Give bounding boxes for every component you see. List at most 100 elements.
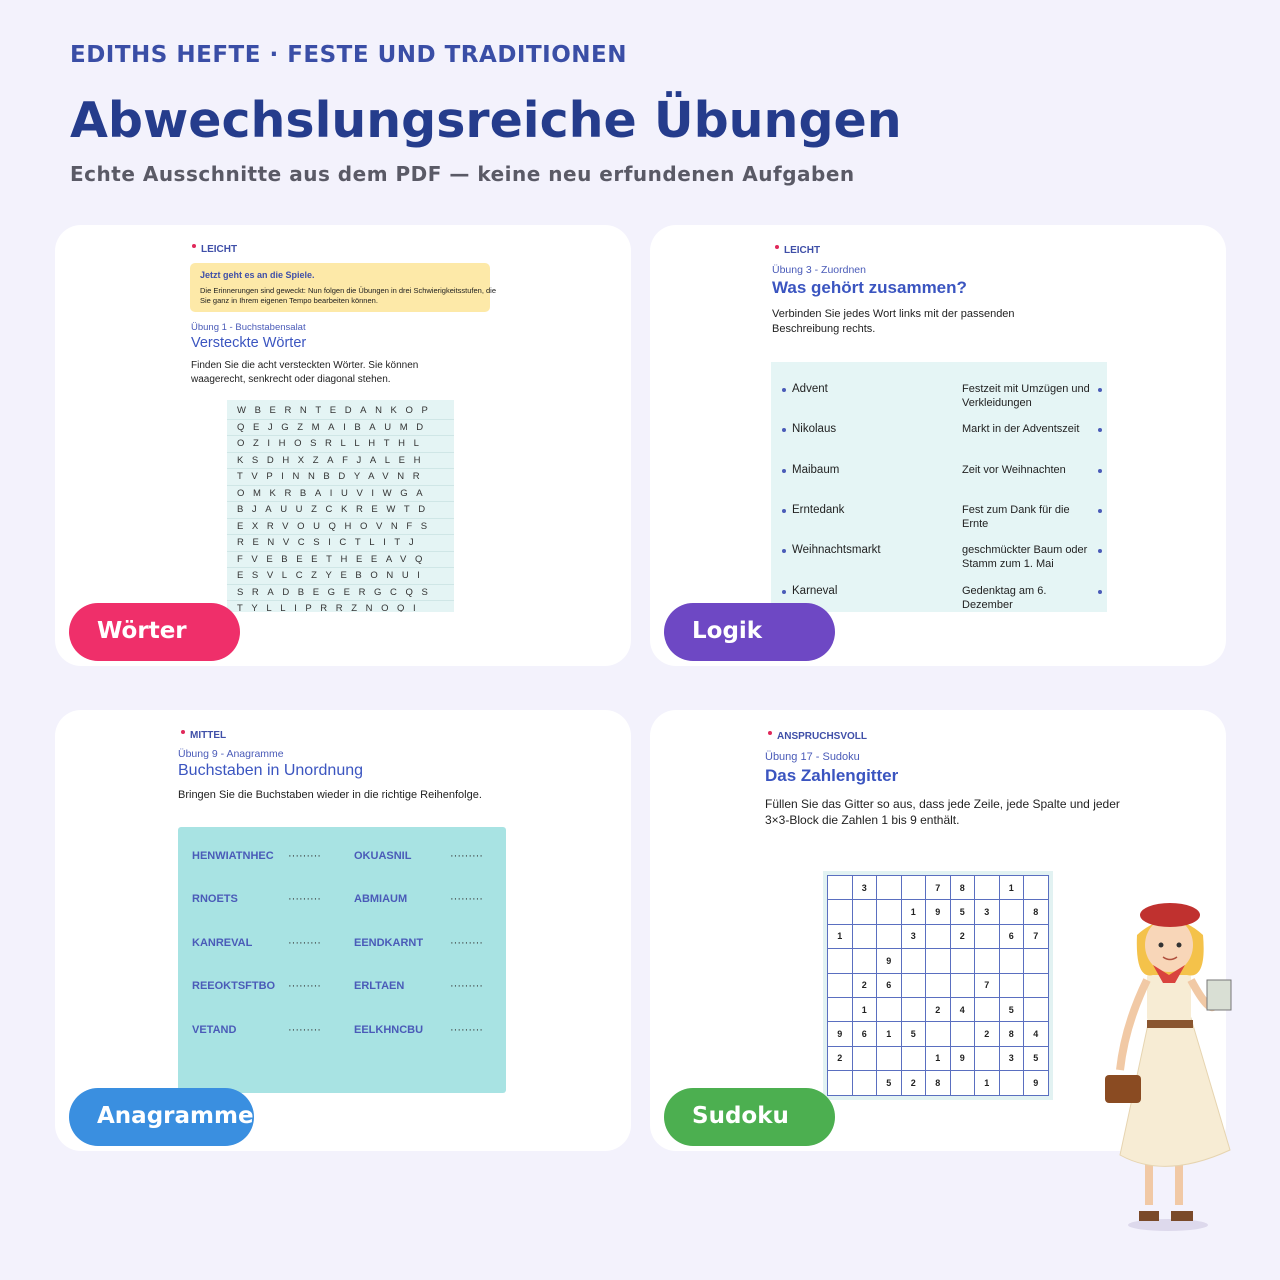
answer-blank: ········· bbox=[450, 850, 483, 862]
sudoku-cell bbox=[900, 996, 926, 1023]
sudoku-cell: 5 bbox=[1023, 1045, 1049, 1072]
exercise: Übung 17 - Sudoku bbox=[765, 751, 860, 763]
sudoku-cell bbox=[851, 1045, 877, 1072]
sudoku-cell: 9 bbox=[925, 899, 951, 925]
sudoku-cell bbox=[949, 972, 975, 998]
sudoku-cell: 5 bbox=[998, 996, 1024, 1023]
sudoku-cell: 6 bbox=[851, 1021, 877, 1047]
sudoku-cell bbox=[851, 948, 877, 974]
answer-blank: ········· bbox=[450, 893, 483, 906]
card: MITTEL Übung 9 - Anagramme Buchstaben in… bbox=[55, 710, 631, 1151]
grid-row: OMKRBAIUVIWGA bbox=[227, 486, 454, 502]
answer-blank: ········· bbox=[288, 936, 321, 949]
sudoku-cell bbox=[851, 923, 877, 950]
dot bbox=[782, 388, 786, 392]
sudoku-cell: 9 bbox=[876, 948, 902, 974]
sudoku-cell: 9 bbox=[949, 1045, 975, 1072]
level: MITTEL bbox=[181, 730, 226, 741]
sudoku-cell bbox=[876, 996, 902, 1023]
badge[interactable]: Sudoku bbox=[664, 1088, 835, 1146]
sudoku-cell: 1 bbox=[827, 923, 853, 950]
instructions: Bringen Sie die Buchstaben wieder in die… bbox=[178, 789, 482, 801]
dot bbox=[782, 468, 786, 473]
sudoku-cell bbox=[900, 874, 926, 901]
sudoku-cell bbox=[900, 1045, 926, 1072]
answer-blank: ········· bbox=[450, 980, 483, 993]
sudoku-cell: 2 bbox=[925, 996, 951, 1023]
sudoku-cell bbox=[925, 1021, 951, 1047]
match-description: Zeit vor Weihnachten bbox=[962, 463, 1066, 476]
sudoku-cell bbox=[827, 874, 853, 901]
dot bbox=[782, 508, 786, 513]
badge[interactable]: Wörter bbox=[69, 603, 240, 661]
badge[interactable]: Logik bbox=[664, 603, 835, 661]
anagram: VETAND bbox=[192, 1023, 237, 1036]
card: LEICHT Übung 3 - Zuordnen Was gehört zus… bbox=[650, 225, 1226, 666]
exercise: Übung 3 - Zuordnen bbox=[772, 264, 866, 276]
exercise: Übung 1 - Buchstabensalat bbox=[191, 322, 306, 333]
sudoku-cell: 1 bbox=[900, 899, 926, 925]
sudoku-cell: 3 bbox=[851, 874, 877, 901]
sudoku-cell: 2 bbox=[949, 923, 975, 950]
sudoku-cell: 8 bbox=[1023, 899, 1049, 925]
level: ANSPRUCHSVOLL bbox=[768, 731, 867, 742]
note: Jetzt geht es an die Spiele. Die Erinner… bbox=[190, 263, 496, 312]
sudoku-cell: 1 bbox=[925, 1045, 951, 1072]
sudoku-cell bbox=[974, 923, 1000, 950]
sudoku-cell: 5 bbox=[949, 899, 975, 925]
level: LEICHT bbox=[775, 245, 820, 256]
sudoku-cell: 7 bbox=[1023, 923, 1049, 950]
match-box: Advent Festzeit mit Umzügen und Verkleidu… bbox=[771, 362, 1107, 612]
match-word: Erntedank bbox=[792, 503, 845, 516]
grid-row: EXRVOUQHOVNFS bbox=[227, 519, 454, 535]
match-description: Fest zum Dank für die Ernte bbox=[962, 503, 1070, 530]
sudoku-cell: 9 bbox=[827, 1021, 853, 1047]
exercise-title: Buchstaben in Unordnung bbox=[178, 762, 364, 779]
match-word: Weihnachtsmarkt bbox=[792, 544, 881, 557]
sudoku-cell: 3 bbox=[900, 923, 926, 950]
sudoku-row: 9 bbox=[827, 948, 1049, 974]
match-description: Markt in der Adventszeit bbox=[962, 423, 1080, 436]
sudoku-cell bbox=[1023, 874, 1049, 901]
anagram: RNOETS bbox=[192, 893, 238, 906]
sudoku-cell bbox=[974, 1045, 1000, 1072]
match-word: Nikolaus bbox=[792, 423, 837, 436]
note-title: Jetzt geht es an die Spiele. bbox=[200, 270, 315, 280]
dot bbox=[1098, 549, 1102, 554]
sudoku-cell bbox=[974, 874, 1000, 901]
anagram: ABMIAUM bbox=[354, 893, 408, 906]
answer-blank: ········· bbox=[288, 893, 321, 906]
sudoku-cell bbox=[1023, 996, 1049, 1023]
match-word: Karneval bbox=[792, 584, 838, 597]
badge[interactable]: Anagramme bbox=[69, 1088, 254, 1146]
sudoku-cell: 2 bbox=[974, 1021, 1000, 1047]
level: LEICHT bbox=[192, 244, 237, 255]
sudoku-cell bbox=[827, 948, 853, 974]
sudoku-cell bbox=[827, 996, 853, 1023]
grid-row: BJAUUZCKREWTD bbox=[227, 502, 454, 519]
sudoku-cell: 5 bbox=[876, 1070, 902, 1096]
sudoku-cell bbox=[974, 948, 1000, 974]
grid-row: WBERNTEDANKOP bbox=[227, 403, 454, 420]
sudoku-cell bbox=[998, 899, 1024, 925]
sudoku-cell bbox=[851, 1070, 877, 1096]
sudoku-cell: 1 bbox=[851, 996, 877, 1023]
sudoku-cell bbox=[925, 972, 951, 998]
answer-blank: ········· bbox=[288, 980, 321, 993]
dot bbox=[782, 549, 786, 554]
match-description: geschmückter Baum oder Stamm zum 1. Mai bbox=[962, 544, 1088, 571]
anagram-box: HENWIATNHEC ········· OKUASNIL ········· RNO… bbox=[178, 827, 506, 1093]
sudoku-cell bbox=[974, 996, 1000, 1023]
anagram: EENDKARNT bbox=[354, 936, 424, 949]
anagram: EELKHNCBU bbox=[354, 1023, 424, 1036]
anagram: ERLTAEN bbox=[354, 980, 405, 993]
grid-row: RENVCSICTLITJ bbox=[227, 535, 454, 552]
answer-blank: ········· bbox=[450, 1023, 483, 1036]
sudoku-cell: 8 bbox=[925, 1070, 951, 1096]
